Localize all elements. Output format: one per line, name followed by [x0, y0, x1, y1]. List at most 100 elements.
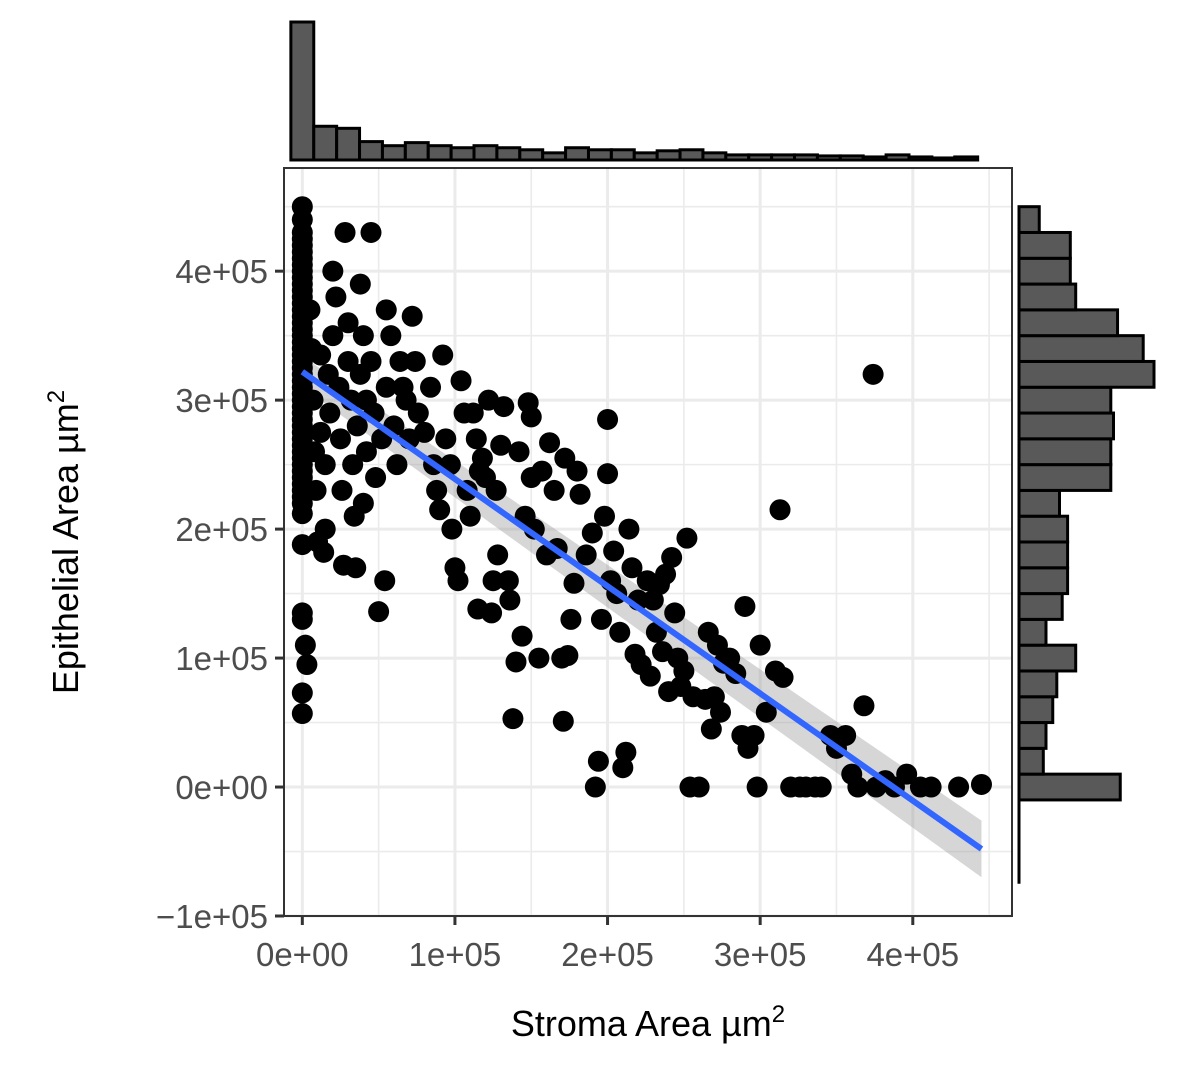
data-point [319, 402, 341, 424]
data-point [296, 654, 318, 676]
data-point [575, 544, 597, 566]
x-histogram-bar [793, 153, 819, 162]
y-tick-label: 3e+05 [175, 382, 268, 419]
data-point [581, 522, 603, 544]
data-point [734, 595, 756, 617]
data-point [502, 708, 524, 730]
data-point [552, 710, 574, 732]
y-histogram-bar [1017, 308, 1120, 338]
x-axis-title: Stroma Area µm2 [511, 1001, 785, 1044]
data-point [459, 505, 481, 527]
y-axis-title-superscript: 2 [43, 390, 70, 403]
x-histogram-bar [701, 151, 728, 162]
x-histogram-bar [358, 140, 384, 162]
data-point [291, 503, 313, 525]
data-point [664, 602, 686, 624]
data-point [375, 299, 397, 321]
x-histogram-bar [541, 151, 568, 162]
y-axis-title-text: Epithelial Area µm [45, 403, 86, 694]
x-tick-label: 4e+05 [866, 936, 959, 973]
data-point [325, 286, 347, 308]
data-point [505, 651, 527, 673]
data-point [597, 408, 619, 430]
data-point [404, 350, 426, 372]
x-histogram-bar [609, 148, 636, 162]
data-point [769, 499, 791, 521]
data-point [661, 546, 683, 568]
data-point [465, 428, 487, 450]
data-point [294, 634, 316, 656]
data-point [331, 479, 353, 501]
data-point [432, 344, 454, 366]
data-point [435, 428, 457, 450]
x-histogram-bar [312, 124, 339, 162]
data-point [810, 776, 832, 798]
data-point [700, 718, 722, 740]
data-point [322, 325, 344, 347]
y-axis-title: Epithelial Area µm2 [43, 390, 86, 694]
data-point [743, 724, 765, 746]
data-point [948, 776, 970, 798]
y-histogram-bar [1017, 721, 1048, 750]
data-point [835, 724, 857, 746]
data-point [345, 557, 367, 579]
data-point [352, 492, 374, 514]
data-point [584, 776, 606, 798]
y-histogram-bar [1017, 617, 1048, 647]
data-point [499, 589, 521, 611]
scatter-panel [283, 167, 1013, 918]
data-point [375, 376, 397, 398]
data-point [337, 312, 359, 334]
x-histogram-bar [289, 20, 316, 162]
y-histogram-bar [1017, 772, 1122, 802]
x-tick-label: 3e+05 [714, 936, 807, 973]
x-axis-title-text: Stroma Area µm [511, 1003, 772, 1044]
data-point [590, 608, 612, 630]
right-marginal-histogram [1017, 205, 1156, 884]
x-histogram-bar [426, 144, 453, 162]
data-point [329, 428, 351, 450]
y-axis: −1e+05 0e+00 1e+05 2e+05 3e+05 4e+05 [156, 253, 284, 935]
regression-line-group [300, 369, 984, 852]
data-point [673, 660, 695, 682]
data-point [413, 421, 435, 443]
y-histogram-bar [1017, 282, 1078, 312]
data-point [355, 441, 377, 463]
y-histogram-bar [1017, 437, 1113, 467]
regression-line [300, 369, 984, 852]
data-point [508, 441, 530, 463]
x-histogram-bar [838, 154, 865, 162]
x-tick-label: 0e+00 [256, 936, 349, 973]
y-histogram-bar [1017, 566, 1070, 596]
data-point [401, 305, 423, 327]
data-point [621, 557, 643, 579]
data-point [386, 454, 408, 476]
data-point [305, 479, 327, 501]
data-point [609, 621, 631, 643]
x-histogram-bar [930, 156, 957, 162]
x-histogram-bar [518, 148, 545, 162]
y-tick-label: 0e+00 [175, 769, 268, 806]
data-point [563, 572, 585, 594]
data-point [471, 447, 493, 469]
top-marginal-histogram [289, 20, 980, 162]
data-point [313, 541, 335, 563]
x-histogram-bar [655, 149, 682, 162]
data-point [360, 350, 382, 372]
y-histogram-bar [1017, 463, 1113, 492]
x-histogram-bar [472, 144, 499, 162]
y-histogram-bar [1017, 746, 1045, 776]
data-point [490, 434, 512, 456]
y-tick-label: 2e+05 [175, 511, 268, 548]
data-point [639, 665, 661, 687]
data-point [493, 396, 515, 418]
data-point [749, 634, 771, 656]
data-point [346, 415, 368, 437]
data-point [429, 499, 451, 521]
y-tick-label: 1e+05 [175, 640, 268, 677]
data-point [896, 763, 918, 785]
data-point [420, 376, 442, 398]
data-point [365, 467, 387, 489]
y-tick-label: 4e+05 [175, 253, 268, 290]
